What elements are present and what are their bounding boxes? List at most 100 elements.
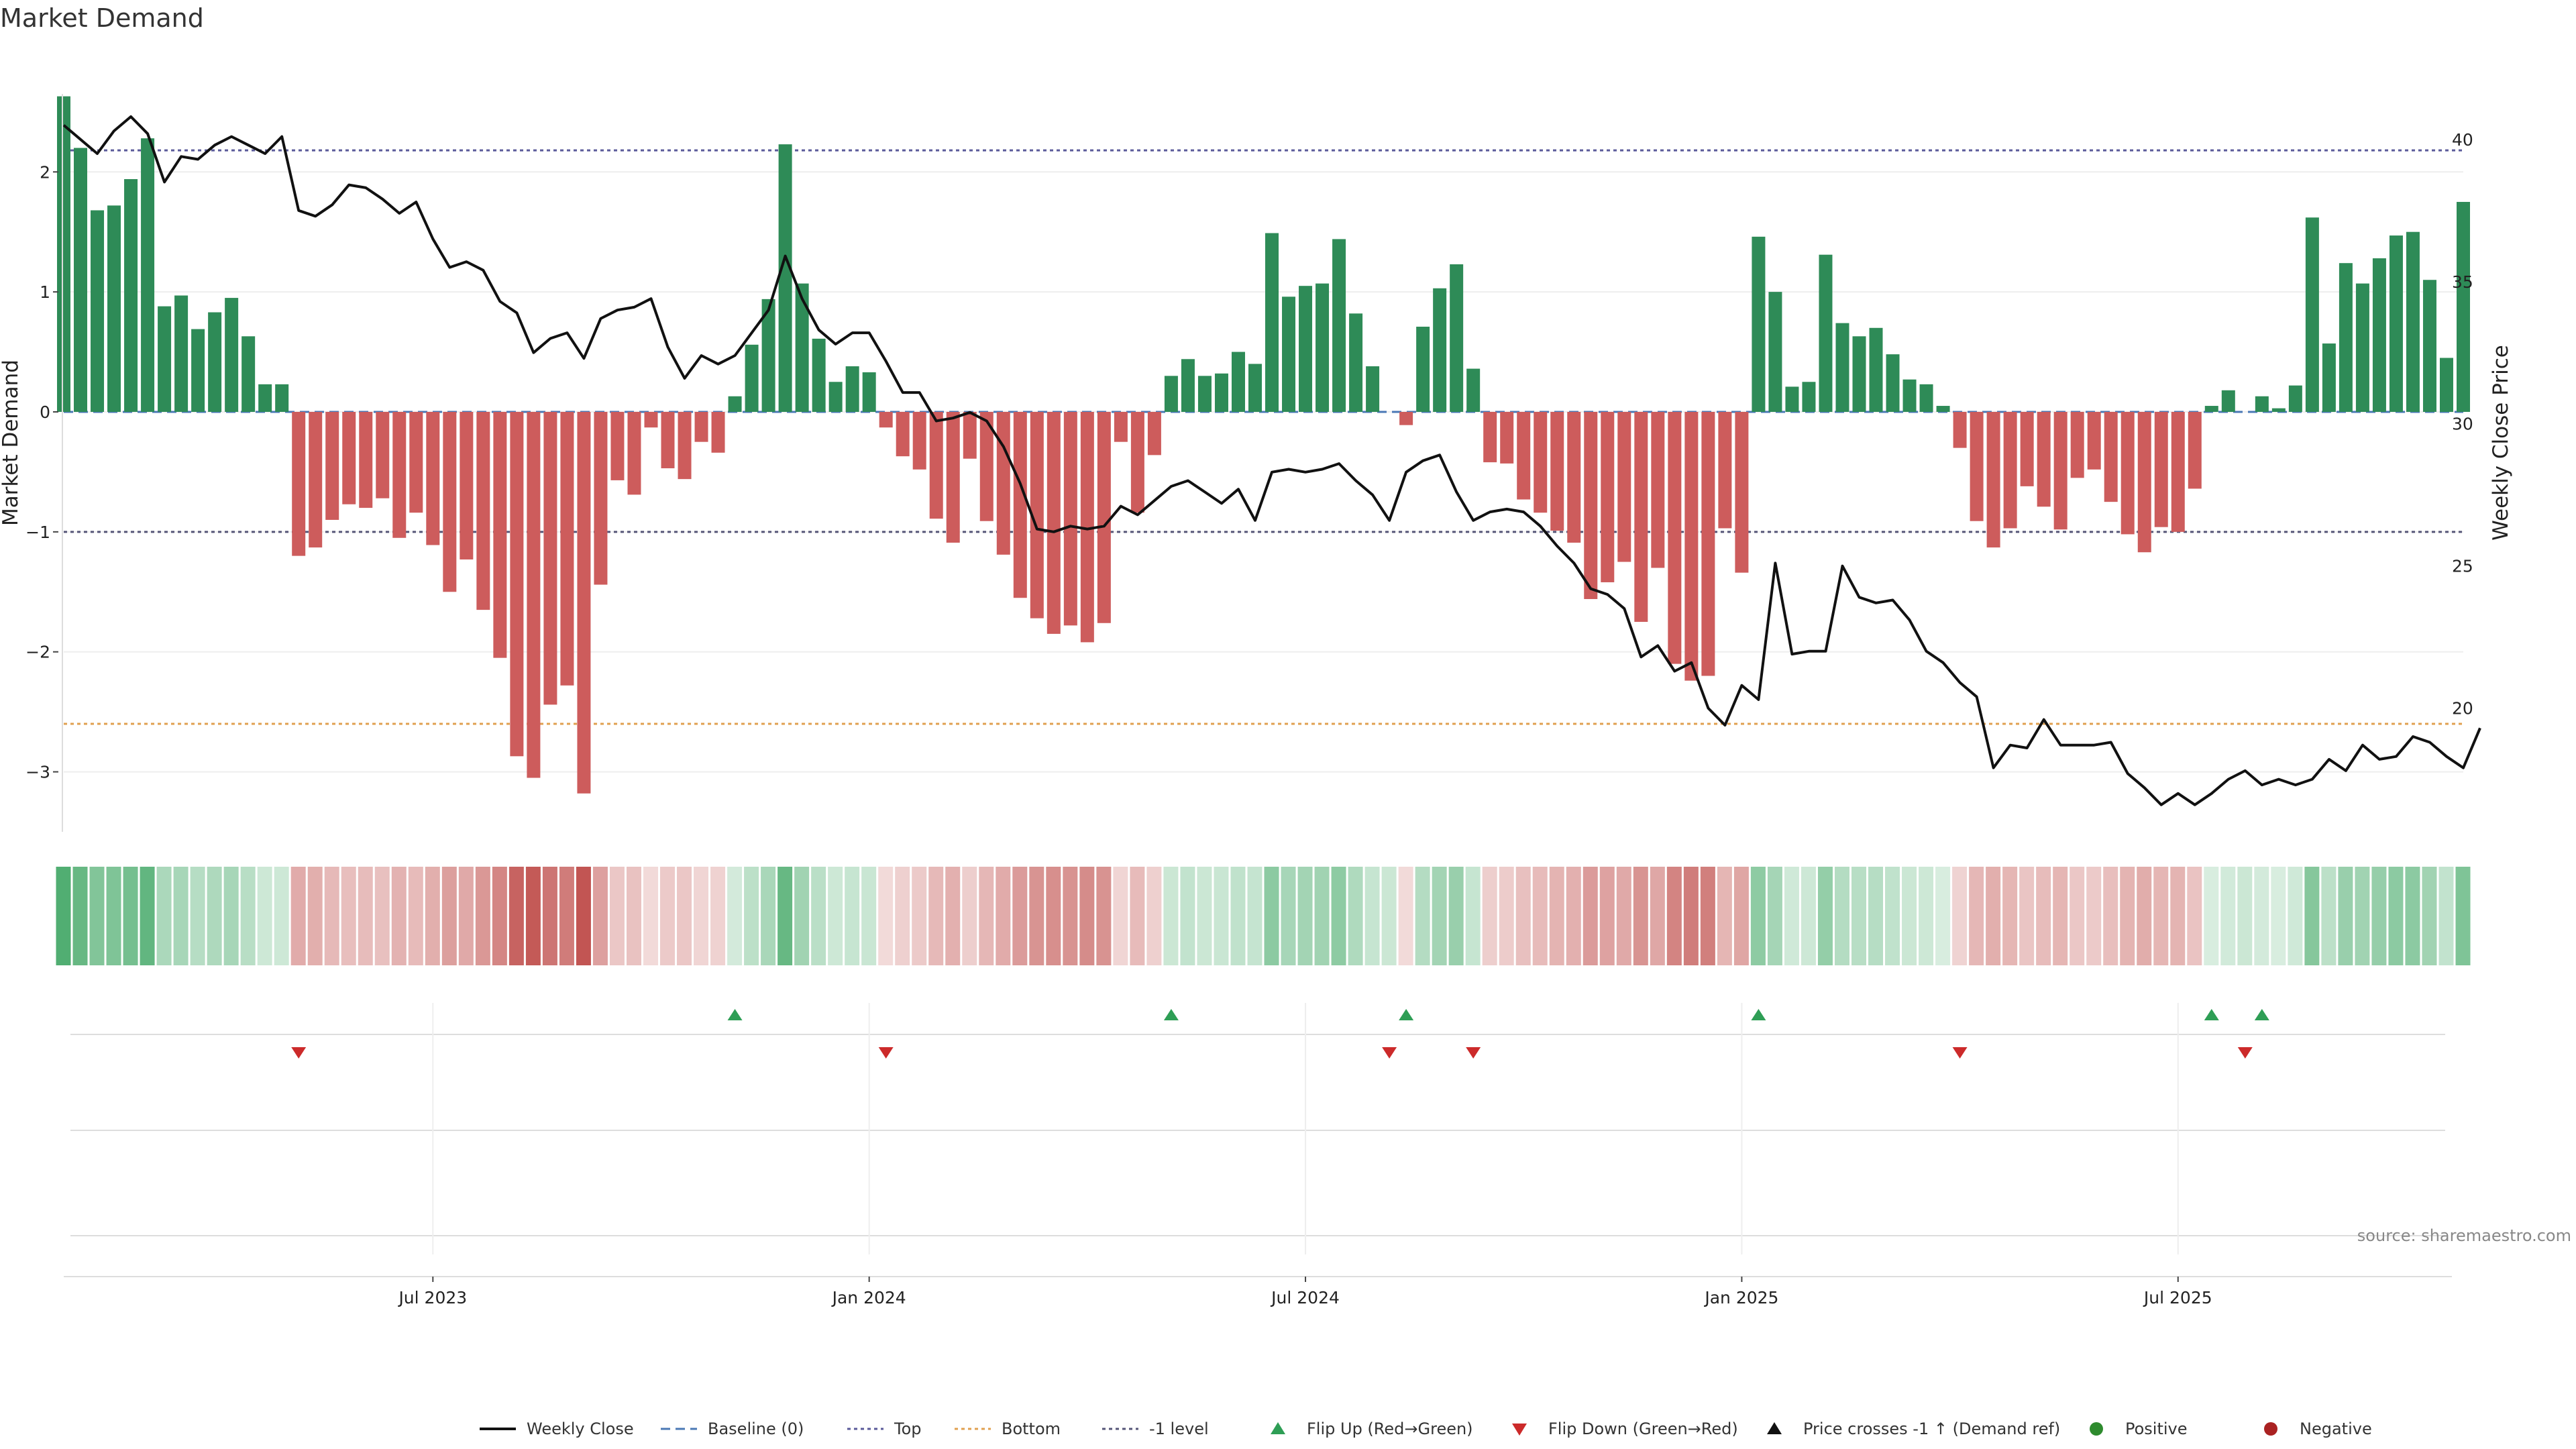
heat-cell-positive bbox=[2388, 867, 2404, 965]
bar-negative bbox=[661, 411, 675, 469]
source-note: source: sharemaestro.com bbox=[2357, 1226, 2571, 1245]
bar-negative bbox=[1668, 411, 1682, 664]
bar-positive bbox=[2406, 231, 2420, 412]
bar-negative bbox=[1147, 411, 1161, 455]
bar-positive bbox=[2339, 263, 2353, 412]
bar-negative bbox=[359, 411, 373, 508]
heat-cell-negative bbox=[2103, 867, 2118, 965]
heat-cell-negative bbox=[358, 867, 373, 965]
bar-negative bbox=[1483, 411, 1497, 463]
heat-cell-positive bbox=[1750, 867, 1766, 965]
legend-swatch-triangle-up bbox=[1271, 1422, 1285, 1434]
bar-negative bbox=[577, 411, 591, 794]
heat-cell-negative bbox=[441, 867, 457, 965]
bar-negative bbox=[594, 411, 608, 585]
bar-positive bbox=[1919, 384, 1933, 412]
heat-cell-negative bbox=[979, 867, 994, 965]
right-tick-label: 35 bbox=[2452, 272, 2473, 292]
heat-cell-negative bbox=[542, 867, 557, 965]
bar-positive bbox=[1752, 236, 1766, 412]
heat-cell-positive bbox=[223, 867, 239, 965]
heat-cell-negative bbox=[1952, 867, 1968, 965]
right-tick-label: 40 bbox=[2452, 130, 2473, 150]
bar-positive bbox=[1768, 292, 1782, 412]
bar-positive bbox=[57, 96, 70, 412]
heat-cell-positive bbox=[2271, 867, 2286, 965]
bar-negative bbox=[1030, 411, 1044, 619]
heat-cell-negative bbox=[895, 867, 910, 965]
demand-bars bbox=[57, 96, 2470, 794]
heat-cell-positive bbox=[1264, 867, 1279, 965]
legend-item: Baseline (0) bbox=[661, 1419, 804, 1438]
heat-cell-positive bbox=[1935, 867, 1951, 965]
heat-cell-positive bbox=[274, 867, 289, 965]
legend-item: Price crosses -1 ↑ (Demand ref) bbox=[1767, 1419, 2060, 1438]
legend-label: -1 level bbox=[1149, 1419, 1209, 1438]
bar-positive bbox=[1802, 382, 1816, 412]
heat-cell-negative bbox=[1063, 867, 1078, 965]
bar-negative bbox=[694, 411, 708, 442]
bar-negative bbox=[426, 411, 440, 545]
bar-negative bbox=[2003, 411, 2017, 529]
heat-cell-negative bbox=[408, 867, 423, 965]
legend-item: Flip Down (Green→Red) bbox=[1512, 1419, 1738, 1438]
heat-cell-positive bbox=[2288, 867, 2303, 965]
heat-cell-negative bbox=[945, 867, 961, 965]
bar-negative bbox=[1046, 411, 1061, 634]
heat-cell-positive bbox=[2422, 867, 2437, 965]
bar-positive bbox=[745, 344, 759, 412]
bar-negative bbox=[2037, 411, 2051, 507]
bar-negative bbox=[1063, 411, 1077, 626]
bar-positive bbox=[2305, 217, 2319, 412]
heat-cell-positive bbox=[828, 867, 843, 965]
legend-item: Positive bbox=[2090, 1419, 2188, 1438]
bar-negative bbox=[1617, 411, 1631, 562]
heat-cell-negative bbox=[2187, 867, 2202, 965]
bar-negative bbox=[2070, 411, 2084, 478]
heat-cell-negative bbox=[307, 867, 323, 965]
bar-positive bbox=[275, 384, 289, 412]
heat-cell-negative bbox=[508, 867, 524, 965]
legend-item: Negative bbox=[2264, 1419, 2372, 1438]
legend-item: Bottom bbox=[955, 1419, 1061, 1438]
bar-negative bbox=[1097, 411, 1111, 623]
flip-up-marker bbox=[1399, 1009, 1414, 1020]
bar-positive bbox=[241, 336, 256, 412]
heat-cell-negative bbox=[391, 867, 407, 965]
heat-cell-positive bbox=[1331, 867, 1346, 965]
heat-cell-negative bbox=[996, 867, 1011, 965]
heat-cell-negative bbox=[2170, 867, 2186, 965]
bar-positive bbox=[761, 299, 775, 412]
heat-cell-negative bbox=[1969, 867, 1984, 965]
bar-negative bbox=[1080, 411, 1094, 643]
heat-cell-negative bbox=[1113, 867, 1128, 965]
heat-cell-negative bbox=[1146, 867, 1162, 965]
legend-swatch-circle bbox=[2090, 1422, 2103, 1436]
legend-swatch-circle bbox=[2264, 1422, 2277, 1436]
bar-negative bbox=[979, 411, 994, 521]
heat-cell-negative bbox=[878, 867, 894, 965]
x-tick-label: Jan 2025 bbox=[1703, 1288, 1778, 1307]
bar-negative bbox=[1634, 411, 1648, 622]
grid bbox=[64, 171, 2463, 773]
legend-label: Weekly Close bbox=[527, 1419, 634, 1438]
bar-positive bbox=[728, 396, 742, 412]
bar-negative bbox=[1735, 411, 1749, 573]
heat-cell-negative bbox=[660, 867, 676, 965]
bar-positive bbox=[828, 382, 843, 412]
bar-negative bbox=[2121, 411, 2135, 535]
bar-positive bbox=[2422, 280, 2436, 412]
heat-cell-negative bbox=[962, 867, 977, 965]
bar-positive bbox=[2322, 343, 2336, 412]
legend-label: Baseline (0) bbox=[708, 1419, 804, 1438]
heat-cell-positive bbox=[777, 867, 793, 965]
heat-cell-positive bbox=[794, 867, 810, 965]
bar-positive bbox=[1316, 283, 1330, 412]
left-axis-label: Market Demand bbox=[0, 360, 23, 526]
bar-negative bbox=[963, 411, 977, 459]
right-tick-label: 30 bbox=[2452, 415, 2473, 434]
bar-negative bbox=[1651, 411, 1665, 568]
heat-cell-negative bbox=[2053, 867, 2068, 965]
bar-positive bbox=[1785, 386, 1799, 412]
bar-negative bbox=[996, 411, 1010, 555]
